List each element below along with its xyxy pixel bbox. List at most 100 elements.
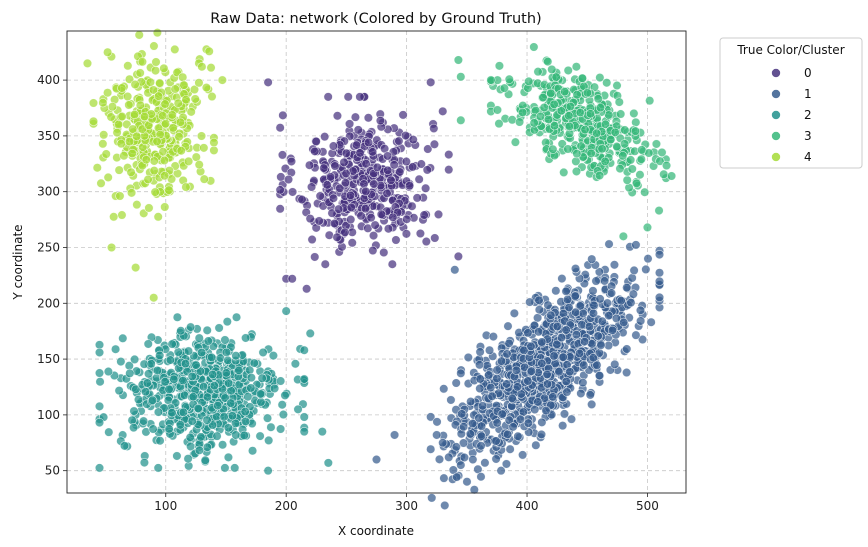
data-point bbox=[202, 415, 212, 425]
data-point bbox=[426, 412, 436, 422]
data-point bbox=[476, 421, 487, 431]
data-point bbox=[416, 159, 426, 169]
data-point bbox=[94, 368, 105, 378]
data-point bbox=[209, 137, 219, 148]
data-point bbox=[356, 211, 366, 221]
data-point bbox=[626, 155, 636, 165]
data-point bbox=[570, 291, 580, 301]
data-point bbox=[324, 230, 334, 240]
data-point bbox=[330, 161, 340, 171]
data-point bbox=[474, 360, 485, 370]
data-point bbox=[594, 267, 605, 277]
data-points bbox=[82, 28, 677, 511]
data-point bbox=[153, 91, 164, 101]
x-tick-label: 500 bbox=[636, 499, 659, 513]
data-point bbox=[537, 337, 547, 347]
data-point bbox=[646, 317, 656, 327]
data-point bbox=[566, 414, 577, 424]
data-point bbox=[280, 390, 290, 400]
legend-marker bbox=[771, 152, 781, 162]
data-point bbox=[571, 307, 581, 317]
data-point bbox=[207, 91, 217, 102]
data-point bbox=[622, 283, 632, 293]
data-point bbox=[543, 300, 553, 310]
legend-marker bbox=[771, 68, 781, 78]
data-point bbox=[278, 409, 288, 420]
data-point bbox=[452, 472, 462, 482]
data-point bbox=[106, 112, 116, 122]
data-point bbox=[529, 42, 539, 52]
data-point bbox=[131, 262, 141, 273]
data-point bbox=[193, 403, 203, 414]
data-point bbox=[592, 128, 602, 138]
data-point bbox=[636, 154, 646, 164]
data-point bbox=[513, 431, 523, 441]
y-tick-label: 200 bbox=[37, 296, 60, 310]
data-point bbox=[444, 165, 454, 175]
data-point bbox=[196, 131, 207, 141]
data-point bbox=[627, 164, 637, 174]
data-point bbox=[510, 137, 521, 147]
data-point bbox=[476, 431, 487, 441]
data-point bbox=[255, 389, 266, 399]
data-point bbox=[438, 438, 448, 448]
data-point bbox=[181, 95, 191, 105]
data-point bbox=[631, 117, 641, 127]
data-point bbox=[560, 87, 570, 97]
data-point bbox=[339, 157, 349, 167]
data-point bbox=[350, 112, 361, 122]
data-point bbox=[132, 131, 142, 141]
data-point bbox=[552, 339, 562, 349]
data-point bbox=[586, 148, 596, 158]
data-point bbox=[299, 374, 309, 384]
data-point bbox=[223, 355, 233, 366]
y-tick-label: 250 bbox=[37, 240, 60, 254]
data-point bbox=[596, 340, 606, 350]
data-point bbox=[398, 110, 408, 120]
data-point bbox=[563, 65, 573, 76]
data-point bbox=[320, 259, 330, 269]
data-point bbox=[134, 30, 144, 40]
data-point bbox=[234, 365, 244, 375]
data-point bbox=[538, 92, 548, 103]
data-point bbox=[277, 150, 288, 160]
data-point bbox=[486, 75, 496, 85]
data-point bbox=[659, 169, 669, 179]
data-point bbox=[426, 444, 436, 454]
data-point bbox=[407, 201, 417, 211]
data-point bbox=[610, 359, 620, 369]
data-point bbox=[112, 128, 122, 138]
data-point bbox=[572, 90, 582, 100]
data-point bbox=[584, 321, 595, 332]
y-tick-label: 100 bbox=[37, 408, 60, 422]
data-point bbox=[383, 165, 393, 175]
data-point bbox=[551, 286, 561, 296]
data-point bbox=[602, 78, 612, 88]
data-point bbox=[201, 82, 212, 93]
data-point bbox=[595, 72, 605, 83]
data-point bbox=[269, 383, 280, 394]
data-point bbox=[283, 174, 294, 185]
data-point bbox=[137, 57, 148, 67]
data-point bbox=[468, 418, 478, 429]
data-point bbox=[247, 446, 258, 456]
data-point bbox=[600, 119, 611, 129]
data-point bbox=[220, 463, 230, 473]
data-point bbox=[246, 383, 256, 393]
data-point bbox=[562, 387, 572, 397]
data-point bbox=[508, 422, 518, 432]
data-point bbox=[208, 369, 218, 380]
data-point bbox=[332, 232, 342, 242]
data-point bbox=[518, 450, 528, 460]
data-point bbox=[463, 352, 473, 363]
data-point bbox=[346, 214, 356, 225]
data-point bbox=[654, 276, 665, 286]
data-point bbox=[426, 77, 436, 87]
data-point bbox=[631, 178, 642, 188]
data-point bbox=[82, 58, 93, 68]
data-point bbox=[287, 274, 297, 284]
data-point bbox=[118, 333, 128, 343]
data-point bbox=[571, 62, 581, 72]
data-point bbox=[344, 119, 355, 129]
data-point bbox=[307, 234, 317, 245]
